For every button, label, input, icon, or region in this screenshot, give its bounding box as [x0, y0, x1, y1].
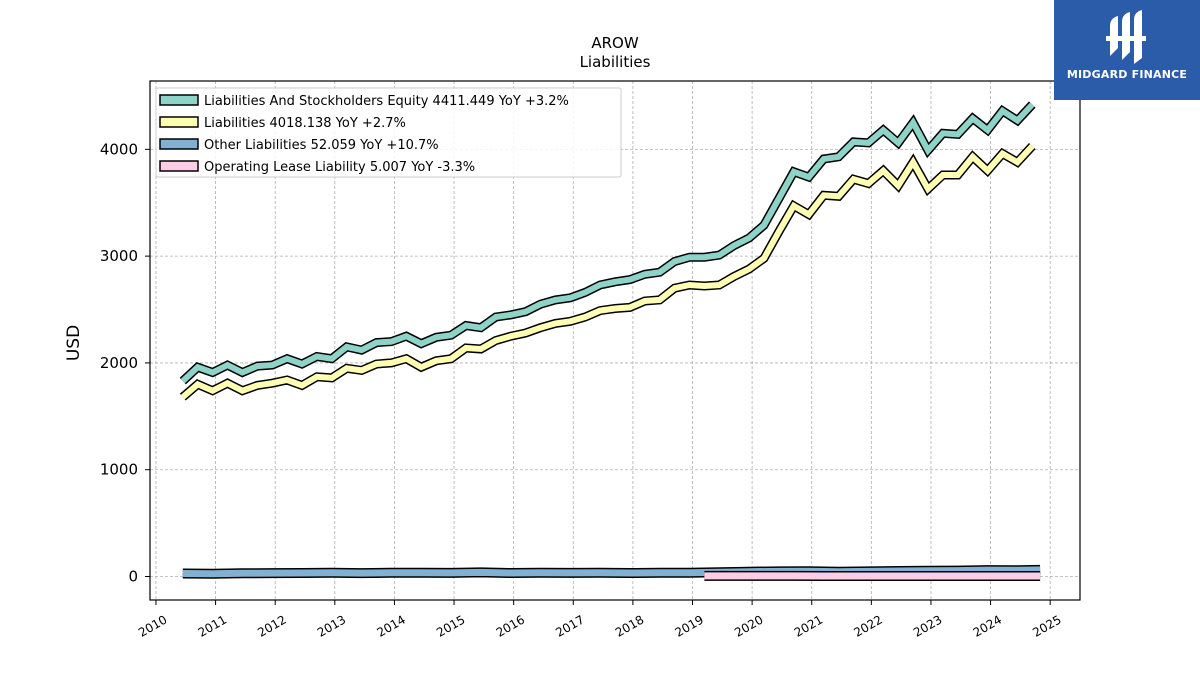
legend-swatch	[160, 95, 198, 105]
legend-label: Liabilities 4018.138 YoY +2.7%	[204, 116, 406, 131]
x-tick-label: 2024	[971, 612, 1004, 639]
legend-swatch	[160, 139, 198, 149]
x-tick-label: 2021	[792, 612, 825, 639]
x-tick-label: 2010	[136, 612, 169, 639]
legend-label: Operating Lease Liability 5.007 YoY -3.3…	[204, 160, 475, 175]
x-tick-label: 2023	[911, 612, 944, 639]
legend-swatch	[160, 117, 198, 127]
x-tick-label: 2018	[613, 612, 646, 639]
logo-mark-icon	[1102, 8, 1152, 66]
y-axis-label: USD	[64, 325, 84, 361]
y-tick-label: 2000	[100, 354, 138, 372]
x-tick-label: 2020	[732, 612, 765, 639]
x-tick-label: 2014	[374, 612, 407, 639]
legend-label: Liabilities And Stockholders Equity 4411…	[204, 94, 569, 109]
x-tick-label: 2017	[553, 612, 586, 639]
midgard-finance-logo: MIDGARD FINANCE	[1054, 0, 1200, 100]
chart-subtitle: Liabilities	[580, 53, 651, 71]
y-tick-label: 0	[128, 568, 138, 586]
legend-label: Other Liabilities 52.059 YoY +10.7%	[204, 138, 439, 153]
x-tick-label: 2013	[315, 612, 348, 639]
x-tick-label: 2015	[434, 612, 467, 639]
legend-item: Liabilities And Stockholders Equity 4411…	[160, 94, 569, 109]
y-tick-label: 4000	[100, 140, 138, 158]
x-tick-label: 2025	[1030, 612, 1063, 639]
x-tick-label: 2019	[673, 612, 706, 639]
legend-swatch	[160, 161, 198, 171]
x-tick-label: 2011	[196, 612, 229, 639]
logo-text: MIDGARD FINANCE	[1054, 68, 1200, 81]
y-tick-label: 3000	[100, 247, 138, 265]
y-tick-label: 1000	[100, 461, 138, 479]
x-tick-label: 2012	[255, 612, 288, 639]
x-tick-label: 2022	[851, 612, 884, 639]
x-tick-label: 2016	[494, 612, 527, 639]
legend: Liabilities And Stockholders Equity 4411…	[156, 88, 621, 177]
chart-title: AROW	[591, 34, 638, 52]
legend-item: Operating Lease Liability 5.007 YoY -3.3…	[160, 160, 475, 175]
